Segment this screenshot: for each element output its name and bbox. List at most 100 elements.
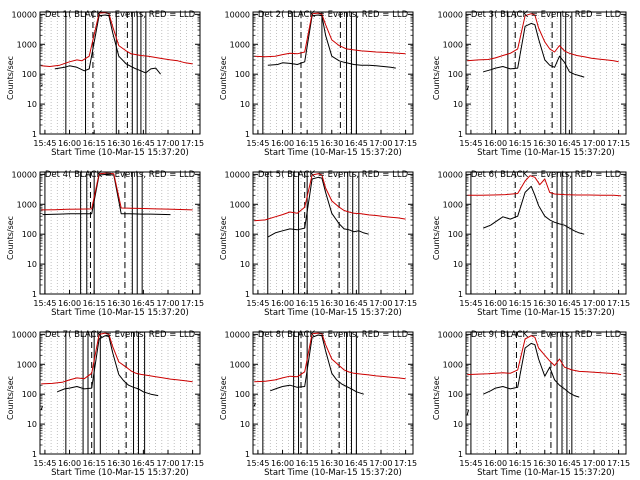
x-tick-label: 16:15 <box>509 139 532 148</box>
plot-frame <box>465 331 627 455</box>
series-events-line <box>466 22 585 90</box>
x-tick-label: 16:30 <box>533 299 556 308</box>
x-tick-label: 16:45 <box>345 299 368 308</box>
y-tick-label: 10000 <box>438 330 463 339</box>
y-tick-label: 1000 <box>443 360 463 369</box>
y-tick-label: 1000 <box>17 360 37 369</box>
x-tick-label: 16:00 <box>484 459 507 468</box>
plot-area <box>253 332 406 454</box>
y-tick-label: 100 <box>22 390 37 399</box>
y-tick-label: 10000 <box>12 170 37 179</box>
y-tick-label: 1 <box>245 290 250 299</box>
series-lld-line <box>467 13 619 63</box>
x-tick-label: 16:45 <box>132 459 155 468</box>
x-tick-label: 17:00 <box>582 139 605 148</box>
series-lld-line <box>254 332 406 383</box>
series-lld-line <box>467 175 622 197</box>
x-tick-label: 15:45 <box>246 299 269 308</box>
plot-area <box>40 332 193 454</box>
plot-area <box>466 172 622 294</box>
plot-frame <box>39 171 201 295</box>
x-tick-label: 15:45 <box>33 139 56 148</box>
y-tick-label: 100 <box>22 70 37 79</box>
x-tick-label: 16:15 <box>83 459 106 468</box>
y-tick-label: 10 <box>27 420 37 429</box>
y-axis-label: Counts/sec <box>432 376 441 420</box>
x-tick-label: 16:00 <box>484 139 507 148</box>
x-tick-label: 17:00 <box>582 459 605 468</box>
y-tick-label: 100 <box>448 390 463 399</box>
chart-title: Det 3( BLACK = Events, RED = LLD <box>471 10 622 20</box>
x-axis-label: Start Time (10-Mar-15 15:37:20) <box>51 148 189 158</box>
plot-frame <box>252 331 414 455</box>
y-tick-label: 100 <box>448 230 463 239</box>
y-axis-label: Counts/sec <box>219 216 228 260</box>
plot-area <box>254 172 406 294</box>
x-tick-label: 17:00 <box>369 459 392 468</box>
x-tick-label: 15:45 <box>459 139 482 148</box>
y-tick-label: 1 <box>245 450 250 459</box>
x-tick-label: 15:45 <box>246 459 269 468</box>
x-tick-label: 17:00 <box>156 139 179 148</box>
y-tick-label: 10000 <box>438 170 463 179</box>
y-axis-label: Counts/sec <box>219 376 228 420</box>
chart-title: Det 1( BLACK = Events, RED = LLD <box>45 10 196 20</box>
series-lld-line <box>41 12 193 67</box>
y-tick-label: 10 <box>453 260 463 269</box>
series-lld-line <box>254 173 406 222</box>
y-tick-label: 1 <box>32 290 37 299</box>
series-events-line <box>253 334 364 407</box>
y-tick-label: 10 <box>27 260 37 269</box>
series-lld-line <box>41 332 193 385</box>
x-tick-label: 16:00 <box>271 459 294 468</box>
chart-title: Det 8( BLACK = Events, RED = LLD <box>258 330 409 340</box>
x-tick-label: 16:30 <box>320 299 343 308</box>
x-tick-label: 16:30 <box>533 139 556 148</box>
x-axis-label: Start Time (10-Mar-15 15:37:20) <box>477 468 615 478</box>
x-tick-label: 17:00 <box>582 299 605 308</box>
chart-title: Det 7( BLACK = Events, RED = LLD <box>45 330 196 340</box>
x-tick-label: 16:30 <box>320 139 343 148</box>
y-tick-label: 1000 <box>443 200 463 209</box>
plot-area <box>254 12 406 134</box>
series-lld-line <box>41 172 193 211</box>
x-tick-label: 17:00 <box>156 299 179 308</box>
y-axis-label: Counts/sec <box>6 216 15 260</box>
x-tick-label: 15:45 <box>459 459 482 468</box>
chart-title: Det 6( BLACK = Events, RED = LLD <box>471 170 622 180</box>
y-tick-label: 10 <box>240 260 250 269</box>
x-tick-label: 16:15 <box>83 299 106 308</box>
chart-panel-2: 1 10 100 1000 10000 15:45 16:00 16:15 16:30 16:45… <box>219 10 417 158</box>
x-tick-label: 17:15 <box>181 459 204 468</box>
x-tick-label: 16:00 <box>58 459 81 468</box>
x-tick-label: 15:45 <box>33 299 56 308</box>
x-tick-label: 16:15 <box>83 139 106 148</box>
plot-area <box>41 172 193 294</box>
y-tick-label: 100 <box>448 70 463 79</box>
y-tick-label: 10 <box>240 420 250 429</box>
chart-panel-5: 1 10 100 1000 10000 15:45 16:00 16:15 16:30 16:45… <box>219 170 417 318</box>
x-tick-label: 16:30 <box>533 459 556 468</box>
y-tick-label: 10 <box>453 100 463 109</box>
x-tick-label: 16:30 <box>320 459 343 468</box>
x-tick-label: 17:00 <box>156 459 179 468</box>
x-tick-label: 17:15 <box>607 139 630 148</box>
y-axis-label: Counts/sec <box>219 56 228 100</box>
series-events-line <box>40 335 159 410</box>
x-tick-label: 16:45 <box>558 139 581 148</box>
y-tick-label: 10 <box>240 100 250 109</box>
x-tick-label: 16:45 <box>132 139 155 148</box>
plot-frame <box>252 11 414 135</box>
chart-panel-4: 1 10 100 1000 10000 15:45 16:00 16:15 16:30 16:45… <box>6 170 204 318</box>
x-tick-label: 16:00 <box>58 299 81 308</box>
x-tick-label: 16:15 <box>509 299 532 308</box>
x-tick-label: 17:15 <box>394 299 417 308</box>
plot-frame <box>39 331 201 455</box>
x-tick-label: 16:45 <box>345 139 368 148</box>
y-tick-label: 1 <box>458 290 463 299</box>
y-axis-label: Counts/sec <box>432 56 441 100</box>
x-tick-label: 17:00 <box>369 299 392 308</box>
x-axis-label: Start Time (10-Mar-15 15:37:20) <box>264 468 402 478</box>
y-tick-label: 100 <box>235 230 250 239</box>
